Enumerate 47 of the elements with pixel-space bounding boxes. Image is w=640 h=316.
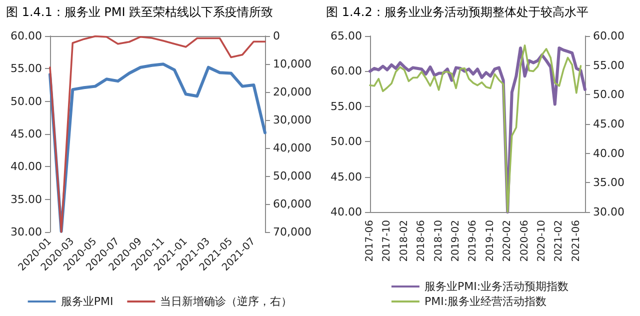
- y-tick-label: 50.00: [10, 94, 42, 108]
- y2-tick-label: 45.00: [593, 118, 624, 130]
- y2-tick-label: 35.00: [593, 176, 624, 190]
- x-tick-label: 2020-10: [536, 220, 548, 262]
- legend-label: 服务业PMI:业务活动预期指数: [424, 280, 569, 293]
- y2-tick-label: 40,000: [273, 142, 312, 154]
- y2-tick-label: 70,000: [273, 226, 312, 238]
- x-tick-label: 2019-06: [468, 220, 479, 262]
- chart-title: 图 1.4.1：服务业 PMI 跌至荣枯线以下系疫情所致: [6, 4, 274, 21]
- y2-tick-label: 60.00: [593, 30, 624, 42]
- x-tick-label: 2018-10: [433, 220, 444, 262]
- y2-tick-label: 55.00: [593, 58, 624, 72]
- y2-tick-label: 40.00: [593, 146, 624, 160]
- y2-tick-label: 30.00: [593, 206, 624, 218]
- x-tick-label: 2019-10: [484, 220, 496, 262]
- chart-title: 图 1.4.2：服务业业务活动预期整体处于较高水平: [326, 4, 588, 21]
- y-tick-label: 60.00: [10, 30, 42, 42]
- y-tick-label: 50.00: [330, 135, 362, 148]
- x-tick-label: 2021-02: [554, 220, 565, 262]
- x-tick-label: 2017-06: [364, 220, 376, 262]
- y-tick-label: 40.00: [330, 206, 362, 218]
- y-tick-label: 35.00: [10, 192, 42, 206]
- y-tick-label: 45.00: [330, 170, 362, 184]
- legend-label: 服务业PMI: [60, 295, 114, 308]
- x-tick-label: 2018-06: [416, 220, 428, 262]
- x-tick-label: 2021-06: [570, 220, 582, 262]
- legend-label: PMI:服务业经营活动指数: [424, 295, 547, 308]
- y2-tick-label: 30,000: [273, 114, 312, 126]
- y-tick-label: 45.00: [10, 128, 42, 140]
- y2-tick-label: 50,000: [273, 170, 312, 182]
- x-tick-label: 2020-02: [502, 220, 514, 262]
- x-tick-label: 2019-02: [450, 220, 462, 262]
- y-tick-label: 65.00: [330, 30, 362, 42]
- y-tick-label: 30.00: [10, 226, 42, 238]
- y2-tick-label: 50.00: [593, 88, 624, 102]
- y-tick-label: 40.00: [10, 160, 42, 174]
- legend-label: 当日新增确诊（逆序，右）: [160, 295, 292, 308]
- x-tick-label: 2017-10: [382, 220, 393, 262]
- x-tick-label: 2020-06: [519, 220, 530, 262]
- y2-tick-label: 0: [273, 30, 280, 42]
- y2-tick-label: 60,000: [273, 198, 312, 210]
- y2-tick-label: 20,000: [273, 86, 312, 98]
- y2-tick-label: 10,000: [273, 58, 312, 70]
- x-tick-label: 2018-02: [398, 220, 410, 262]
- y-tick-label: 55.00: [330, 100, 362, 113]
- y-tick-label: 55.00: [10, 62, 42, 76]
- y-tick-label: 60.00: [330, 64, 362, 78]
